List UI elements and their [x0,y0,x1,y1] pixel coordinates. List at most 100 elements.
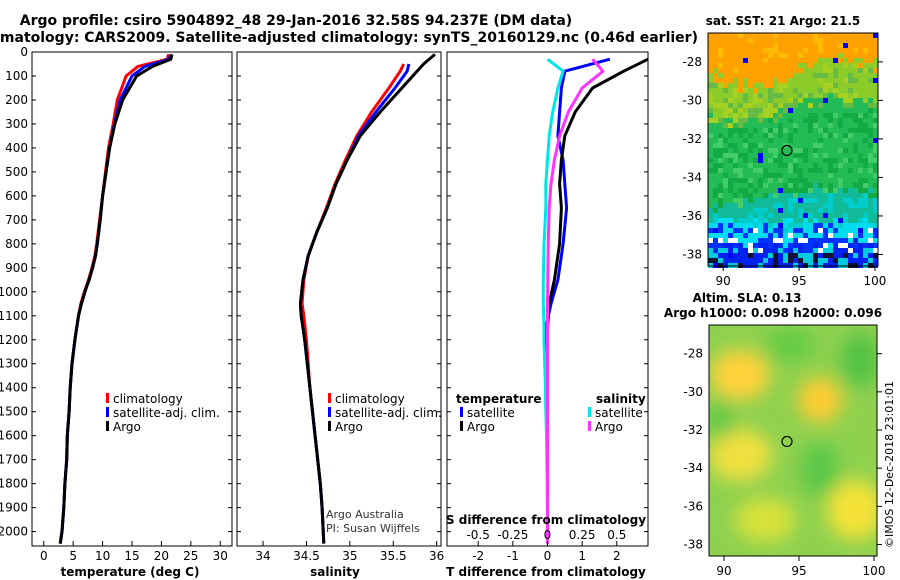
depth-tick-label: 300 [5,117,28,131]
sal-legend-climatology: climatology [335,392,405,406]
sal-legend-argo: Argo [335,420,363,434]
diff-stick-label: -0.5 [466,528,489,542]
sla-xtick-label: 95 [791,564,806,578]
sla-field [709,325,877,556]
sla-xtick-label: 90 [716,564,731,578]
sal-legend-climatology-swatch [328,393,331,403]
diff-series-t-satellite [544,57,611,544]
sst-xtick-label: 100 [864,274,887,288]
sst-ytick-label: -28 [682,55,702,69]
sal-series-climatology [300,63,406,544]
temp-xtick-label: 0 [40,549,48,563]
sst-ytick-label: -38 [682,247,702,261]
depth-tick-label: 1700 [0,453,28,467]
sla-ytick-label: -30 [683,385,703,399]
sla-ytick-label: -38 [683,538,703,552]
depth-tick-label: 1200 [0,333,28,347]
depth-tick-label: 700 [5,213,28,227]
depth-tick-label: 400 [5,141,28,155]
diff-legend-t-argo-swatch [460,421,463,431]
legend-climatology-swatch [106,393,109,403]
sst-xtick-label: 90 [716,274,731,288]
depth-tick-label: 500 [5,165,28,179]
sst-ytick-label: -30 [682,93,702,107]
difference-xlabel: T difference from climatology [446,565,646,579]
temp-xtick-label: 10 [95,549,110,563]
credit-pi: PI: Susan Wijffels [326,522,420,535]
diff-xtick-label: 1 [578,549,586,563]
diff-xtick-label: 2 [613,549,621,563]
depth-tick-label: 1600 [0,429,28,443]
diff-series-s-argo [546,58,605,544]
diff-legend-s-satellite-swatch [588,407,591,417]
temp-xtick-label: 30 [213,549,228,563]
sal-series-satellite-adj-clim- [298,63,411,544]
sst-ytick-label: -32 [682,132,702,146]
sal-xtick-label: 34.5 [293,549,320,563]
diff-stick-label: 0 [544,528,552,542]
sla-map-frame [708,324,878,557]
sal-series-argo [298,53,436,544]
depth-tick-label: 800 [5,237,28,251]
salinity-frame [236,51,442,547]
depth-tick-label: 1100 [0,309,28,323]
depth-tick-label: 0 [20,45,28,59]
temp-xtick-label: 25 [183,549,198,563]
sal-xtick-label: 35.5 [380,549,407,563]
sst-xtick-label: 95 [791,274,806,288]
salinity-legend: climatology satellite-adj. clim. Argo [328,392,442,434]
depth-axis: 0 100 200 300 400 500 600 700 800 900 1000 1100 1200… [0,45,28,539]
diff-legend-t-satellite: satellite [467,406,515,420]
legend-header-temperature: temperature [456,392,541,406]
diff-xtick-label: 0 [544,549,552,563]
temp-xtick-label: 15 [124,549,139,563]
temperature-frame [31,51,233,547]
salinity-xlabel: salinity [310,565,360,579]
sst-argo-marker [781,144,793,157]
sla-ytick-label: -28 [683,347,703,361]
salinity-panel: 34 34.5 35 35.5 36 salinity climatology sate… [236,51,444,579]
diff-legend-s-argo-swatch [588,421,591,431]
watermark: ©IMOS 12-Dec-2018 23:01:01 [883,381,896,548]
legend-satellite-swatch [106,407,109,417]
title-line1: Argo profile: csiro 5904892_48 29-Jan-20… [20,13,572,29]
temperature-legend: climatology satellite-adj. clim. Argo [106,392,220,434]
sal-legend-satellite-swatch [328,407,331,417]
diff-stick-label: 0.5 [607,528,626,542]
diff-legend-s-satellite: satellite [595,406,643,420]
temp-xtick-label: 5 [69,549,77,563]
sla-map-title2: Argo h1000: 0.098 h2000: 0.096 [664,306,882,320]
sal-xtick-label: 35 [342,549,357,563]
depth-tick-label: 2000 [0,525,28,539]
legend-climatology: climatology [113,392,183,406]
temp-series-argo [58,54,174,544]
diff-xtick-label: -2 [472,549,484,563]
depth-tick-label: 1900 [0,501,28,515]
diff-legend-t-argo: Argo [467,420,495,434]
legend-argo-swatch [106,421,109,431]
sla-map: Altim. SLA: 0.13 Argo h1000: 0.098 h2000… [664,291,886,578]
sla-map-title1: Altim. SLA: 0.13 [693,291,802,305]
sal-xtick-label: 36 [429,549,444,563]
legend-argo: Argo [113,420,141,434]
depth-tick-label: 600 [5,189,28,203]
depth-tick-label: 1400 [0,381,28,395]
diff-xtick-label: -1 [507,549,519,563]
sst-map: sat. SST: 21 Argo: 21.5 90 95 100 -28 -30 -32… [682,14,886,288]
sla-ytick-label: -34 [683,461,703,475]
diff-stick-label: -0.25 [497,528,528,542]
diff-legend-s-argo: Argo [595,420,623,434]
sla-xtick-label: 100 [863,564,886,578]
credit-argo-australia: Argo Australia [326,508,404,521]
sla-ytick-label: -36 [683,499,703,513]
temp-xtick-label: 20 [154,549,169,563]
sla-ytick-label: -32 [683,423,703,437]
legend-header-salinity: salinity [596,392,646,406]
depth-tick-label: 200 [5,93,28,107]
depth-tick-label: 100 [5,69,28,83]
temperature-panel: 0 5 10 15 20 25 30 temperature (deg C) climato… [31,51,233,579]
diff-stick-label: 0.25 [569,528,596,542]
depth-tick-label: 1000 [0,285,28,299]
sst-map-title: sat. SST: 21 Argo: 21.5 [706,14,860,28]
sal-xtick-label: 34 [255,549,270,563]
